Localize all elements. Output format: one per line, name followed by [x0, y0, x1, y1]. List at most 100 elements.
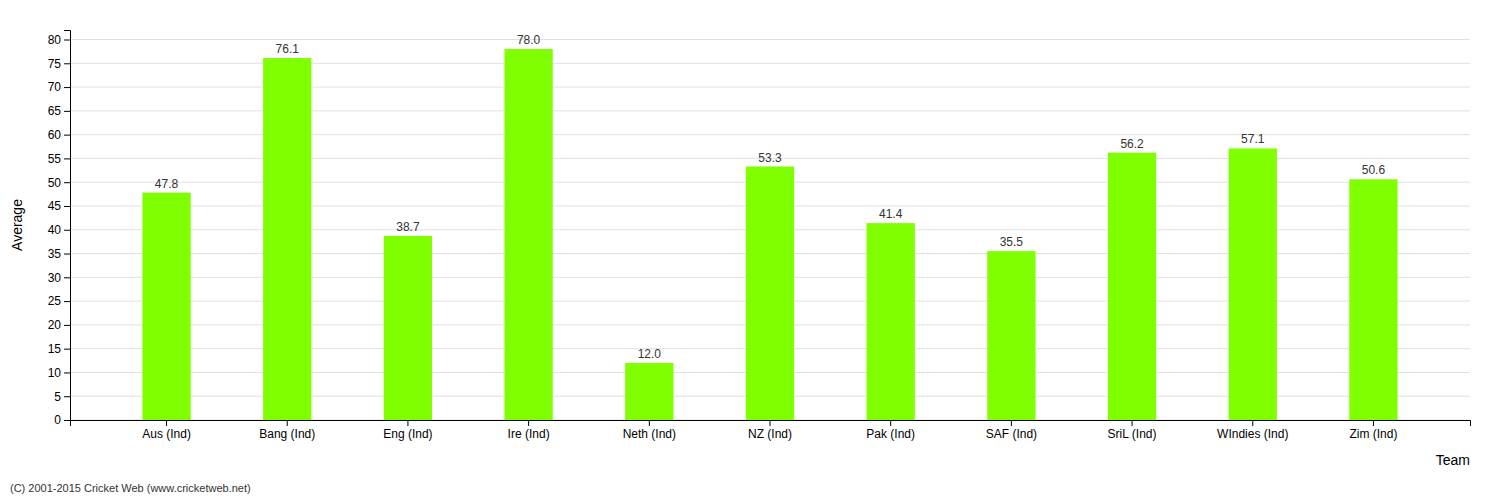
- data-label: 56.2: [1120, 137, 1144, 151]
- y-tick-label: 80: [48, 33, 62, 47]
- bar: [142, 193, 190, 420]
- y-tick-label: 20: [48, 318, 62, 332]
- bar: [746, 167, 794, 421]
- y-tick-mark: [64, 254, 70, 255]
- y-tick: 75: [48, 57, 70, 71]
- x-tick-mark: [166, 420, 167, 426]
- x-tick-mark: [287, 420, 288, 426]
- chart: 47.876.138.778.012.053.341.435.556.257.1…: [0, 0, 1500, 500]
- y-tick-mark: [64, 230, 70, 231]
- data-label: 76.1: [276, 42, 300, 56]
- y-tick-mark: [64, 372, 70, 373]
- plot-area: [142, 49, 1397, 420]
- x-tick-mark: [1132, 420, 1133, 426]
- y-axis: 0 5 10 15 20 25 30 35 40 45 50 55 60 65 70 75 80: [48, 31, 71, 428]
- x-tick-mark: [1373, 420, 1374, 426]
- data-labels: 47.876.138.778.012.053.341.435.556.257.1…: [155, 33, 1386, 361]
- x-tick: SAF (Ind): [986, 420, 1037, 441]
- data-label: 78.0: [517, 33, 541, 47]
- bar: [1229, 148, 1277, 420]
- x-tick: Neth (Ind): [623, 420, 676, 441]
- x-tick-label: Aus (Ind): [142, 427, 191, 441]
- x-tick-label: Bang (Ind): [259, 427, 315, 441]
- y-tick-mark: [64, 111, 70, 112]
- data-label: 57.1: [1241, 132, 1265, 146]
- x-tick-label: Neth (Ind): [623, 427, 676, 441]
- x-tick: Eng (Ind): [383, 420, 432, 441]
- y-tick: 25: [48, 294, 70, 308]
- x-tick-mark: [1011, 420, 1012, 426]
- y-tick-mark: [64, 206, 70, 207]
- y-tick-label: 60: [48, 128, 62, 142]
- y-tick-mark: [64, 135, 70, 136]
- data-label: 35.5: [1000, 235, 1024, 249]
- y-tick-mark: [64, 40, 70, 41]
- x-axis-line: [71, 421, 1471, 427]
- x-tick-label: Eng (Ind): [383, 427, 432, 441]
- x-tick-label: WIndies (Ind): [1217, 427, 1288, 441]
- y-tick-label: 45: [48, 199, 62, 213]
- x-axis: Aus (Ind) Bang (Ind) Eng (Ind) Ire (Ind) Net…: [71, 420, 1471, 441]
- x-tick-mark: [649, 420, 650, 426]
- y-tick-label: 5: [54, 390, 61, 404]
- y-tick: 0: [54, 413, 70, 427]
- data-label: 12.0: [638, 347, 662, 361]
- y-tick: 70: [48, 80, 70, 94]
- y-tick: 10: [48, 366, 70, 380]
- x-tick-label: Pak (Ind): [866, 427, 915, 441]
- bar: [384, 236, 432, 420]
- y-tick-label: 55: [48, 152, 62, 166]
- x-tick-mark: [1252, 420, 1253, 426]
- data-label: 47.8: [155, 177, 179, 191]
- y-tick: 60: [48, 128, 70, 142]
- y-tick-label: 15: [48, 342, 62, 356]
- x-axis-title: Team: [1436, 452, 1470, 468]
- data-label: 53.3: [758, 151, 782, 165]
- x-tick: Zim (Ind): [1349, 420, 1397, 441]
- y-tick-label: 65: [48, 104, 62, 118]
- y-tick-label: 25: [48, 294, 62, 308]
- x-tick-mark: [407, 420, 408, 426]
- y-tick: 55: [48, 152, 70, 166]
- y-tick-mark: [64, 420, 70, 421]
- y-tick-mark: [64, 349, 70, 350]
- x-tick: Ire (Ind): [508, 420, 550, 441]
- x-tick: Bang (Ind): [259, 420, 315, 441]
- x-tick: Aus (Ind): [142, 420, 191, 441]
- y-tick: 45: [48, 199, 70, 213]
- x-tick-mark: [890, 420, 891, 426]
- grid-line: [70, 39, 1470, 40]
- data-label: 41.4: [879, 207, 903, 221]
- y-tick-mark: [64, 301, 70, 302]
- y-tick: 80: [48, 33, 70, 47]
- y-tick-mark: [64, 63, 70, 64]
- x-tick-label: SriL (Ind): [1108, 427, 1157, 441]
- x-tick-label: NZ (Ind): [748, 427, 792, 441]
- y-axis-line: [64, 31, 71, 421]
- y-tick-mark: [64, 277, 70, 278]
- y-tick-label: 40: [48, 223, 62, 237]
- data-label: 50.6: [1362, 163, 1386, 177]
- bar: [263, 58, 311, 420]
- y-tick-mark: [64, 158, 70, 159]
- x-tick: WIndies (Ind): [1217, 420, 1288, 441]
- x-tick-label: Ire (Ind): [508, 427, 550, 441]
- y-tick-mark: [64, 182, 70, 183]
- y-tick: 35: [48, 247, 70, 261]
- y-tick: 5: [54, 390, 70, 404]
- y-tick-label: 10: [48, 366, 62, 380]
- grid: [70, 40, 1470, 420]
- y-axis-title: Average: [9, 199, 25, 251]
- x-tick: SriL (Ind): [1108, 420, 1157, 441]
- x-tick-label: SAF (Ind): [986, 427, 1037, 441]
- x-tick-mark: [770, 420, 771, 426]
- y-tick-label: 50: [48, 176, 62, 190]
- y-tick-label: 30: [48, 271, 62, 285]
- y-tick: 15: [48, 342, 70, 356]
- bar: [867, 223, 915, 420]
- footer: (C) 2001-2015 Cricket Web (www.cricketwe…: [10, 482, 251, 494]
- y-tick-label: 35: [48, 247, 62, 261]
- y-tick: 30: [48, 271, 70, 285]
- y-tick: 20: [48, 318, 70, 332]
- bar: [625, 363, 673, 420]
